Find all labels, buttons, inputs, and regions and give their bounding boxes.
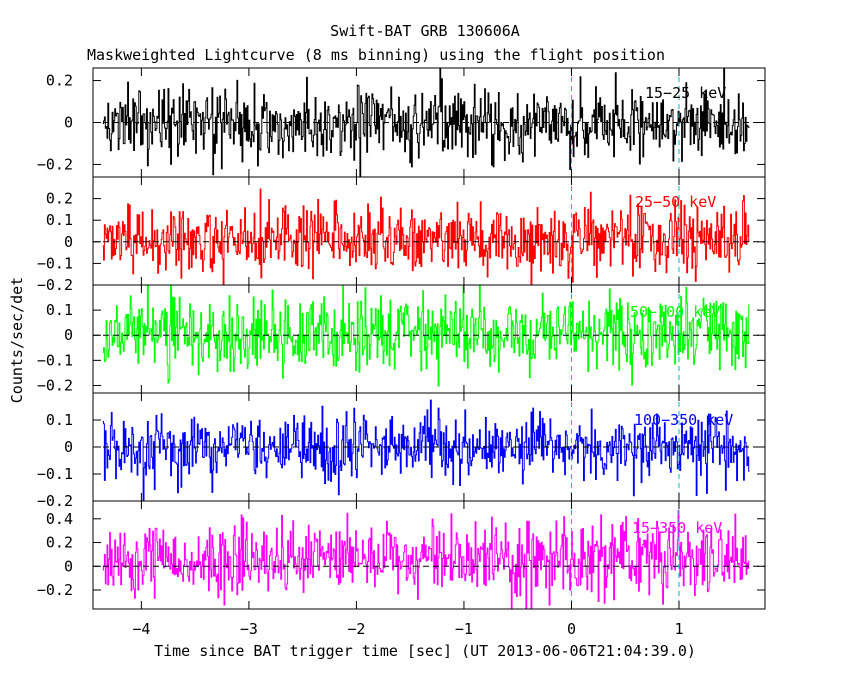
x-tick-label: −1 xyxy=(455,620,473,638)
y-axis-label: Counts/sec/det xyxy=(8,277,26,403)
y-tick-label: 0.2 xyxy=(46,72,73,90)
y-tick-label: 0.2 xyxy=(46,190,73,208)
y-tick-label: 0 xyxy=(64,557,73,575)
chart-subtitle: Maskweighted Lightcurve (8 ms binning) u… xyxy=(87,46,665,64)
y-tick-label: −0.2 xyxy=(37,155,73,173)
y-tick-label: −0.1 xyxy=(37,351,73,369)
panel-frame xyxy=(92,500,766,610)
y-tick-label: −0.1 xyxy=(37,254,73,272)
series-line xyxy=(102,285,750,387)
y-tick-label: −0.2 xyxy=(37,276,73,294)
panels-group: −0.2 0 0.2 15−25 keV −0.2 −0.1 0 0.1 0.2 25−50 ke… xyxy=(37,67,766,638)
y-tick-label: 0.1 xyxy=(46,301,73,319)
panel-15-350-kev: −0.2 0 0.2 0.4 15−350 keV xyxy=(37,500,766,610)
band-label: 15−25 keV xyxy=(645,84,726,102)
band-label: 25−50 keV xyxy=(635,193,716,211)
y-tick-label: 0.1 xyxy=(46,411,73,429)
y-tick-label: 0.4 xyxy=(46,510,73,528)
series-line xyxy=(102,188,750,285)
band-label: 100−350 keV xyxy=(634,411,733,429)
x-tick-label: −3 xyxy=(240,620,258,638)
x-tick-label: −2 xyxy=(347,620,365,638)
x-tick-label: 1 xyxy=(674,620,683,638)
y-tick-label: 0 xyxy=(64,438,73,456)
y-tick-label: 0 xyxy=(64,326,73,344)
y-tick-label: 0 xyxy=(64,233,73,251)
band-label: 50−100 keV xyxy=(630,303,720,321)
x-tick-label: 0 xyxy=(567,620,576,638)
x-tick-label: −4 xyxy=(132,620,150,638)
y-tick-label: −0.2 xyxy=(37,492,73,510)
y-tick-label: 0 xyxy=(64,114,73,132)
y-tick-label: 0.1 xyxy=(46,211,73,229)
chart-title: Swift-BAT GRB 130606A xyxy=(330,22,520,40)
series-line xyxy=(102,509,750,609)
panel-100-350-kev: −0.2 −0.1 0 0.1 100−350 keV xyxy=(37,392,766,510)
series-line xyxy=(102,399,750,501)
y-tick-label: −0.1 xyxy=(37,465,73,483)
panel-50-100-kev: −0.2 −0.1 0 0.1 50−100 keV xyxy=(37,284,766,394)
y-tick-label: −0.2 xyxy=(37,376,73,394)
panel-15-25-kev: −0.2 0 0.2 15−25 keV xyxy=(37,67,766,178)
series-line xyxy=(102,68,750,177)
y-tick-label: 0.2 xyxy=(46,534,73,552)
y-tick-label: −0.2 xyxy=(37,581,73,599)
band-label: 15−350 keV xyxy=(632,519,722,537)
panel-25-50-kev: −0.2 −0.1 0 0.1 0.2 25−50 keV xyxy=(37,176,766,294)
x-axis-label: Time since BAT trigger time [sec] (UT 20… xyxy=(154,642,696,660)
